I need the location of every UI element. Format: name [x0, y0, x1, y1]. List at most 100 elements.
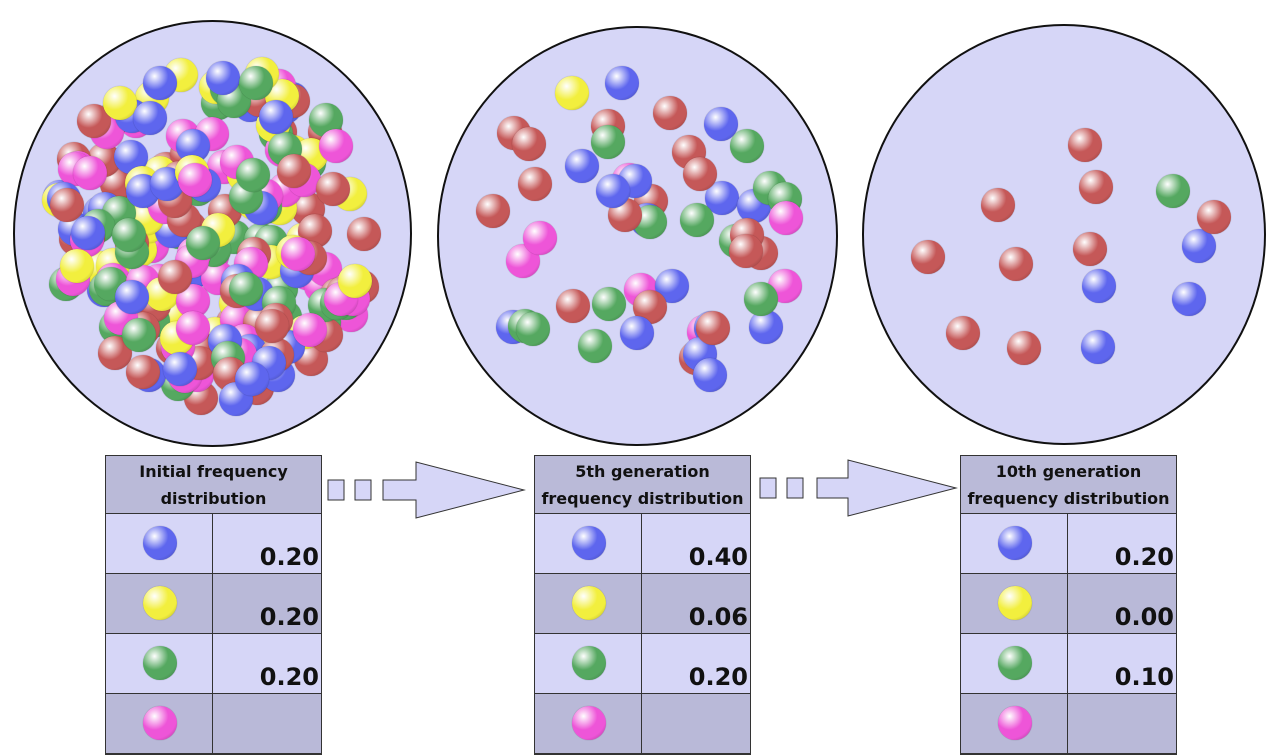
blue-ball-icon: [71, 215, 105, 250]
green-ball-icon: [185, 226, 220, 261]
pink-ball-icon: [280, 237, 315, 272]
blue-ball-icon: [1171, 281, 1206, 316]
green-ball-icon: [229, 271, 264, 306]
population-pool-10th-generation: [862, 24, 1266, 445]
blue-ball-icon: [259, 100, 294, 135]
blue-ball-icon: [235, 362, 270, 397]
green-ball-icon: [111, 217, 146, 252]
red-ball-icon: [945, 315, 980, 350]
table-row: 0.10: [961, 634, 1176, 694]
frequency-value: 0.40: [688, 543, 748, 571]
yellow-ball-icon: [998, 586, 1032, 620]
red-ball-icon: [910, 239, 945, 274]
frequency-table-initial: Initial frequency distribution 0.20 0.20…: [105, 455, 322, 755]
frequency-value: 0.20: [259, 663, 319, 691]
green-ball-icon: [572, 646, 606, 680]
table-row: [106, 694, 321, 754]
population-pool-5th-generation: [437, 26, 838, 446]
frequency-value: 0.10: [1114, 663, 1174, 691]
table-row: 0.20: [106, 634, 321, 694]
frequency-value: [213, 694, 321, 753]
table-row: 0.20: [535, 634, 750, 694]
frequency-value: [642, 694, 750, 753]
red-ball-icon: [653, 95, 688, 130]
table-title: 10th generation frequency distribution: [961, 456, 1176, 514]
blue-ball-icon: [206, 61, 241, 96]
red-ball-icon: [277, 154, 312, 189]
frequency-table-10th-generation: 10th generation frequency distribution 0…: [960, 455, 1177, 755]
red-ball-icon: [512, 126, 547, 161]
pink-ball-icon: [523, 221, 558, 255]
red-ball-icon: [316, 172, 351, 207]
frequency-value: 0.20: [259, 603, 319, 631]
green-ball-icon: [516, 311, 551, 346]
table-row: 0.06: [535, 574, 750, 634]
red-ball-icon: [695, 310, 730, 345]
green-ball-icon: [577, 328, 612, 363]
blue-ball-icon: [565, 148, 600, 183]
pink-ball-icon: [572, 706, 606, 740]
blue-ball-icon: [998, 526, 1032, 560]
frequency-value: 0.20: [1114, 543, 1174, 571]
green-ball-icon: [122, 317, 157, 352]
table-row: 0.20: [961, 514, 1176, 574]
red-ball-icon: [683, 157, 718, 192]
red-ball-icon: [672, 135, 707, 170]
red-ball-icon: [476, 194, 511, 229]
pink-ball-icon: [318, 129, 353, 164]
red-ball-icon: [49, 187, 84, 222]
yellow-ball-icon: [572, 586, 606, 620]
dashed-arrow-right-icon: [759, 459, 958, 517]
red-ball-icon: [998, 247, 1033, 282]
pink-ball-icon: [176, 311, 211, 346]
blue-ball-icon: [619, 316, 654, 351]
frequency-value: 0.00: [1114, 603, 1174, 631]
red-ball-icon: [346, 216, 381, 251]
population-pool-initial: [13, 20, 412, 447]
dashed-arrow-right-icon: [327, 461, 526, 519]
table-row: 0.40: [535, 514, 750, 574]
frequency-value: [1068, 694, 1176, 753]
red-ball-icon: [980, 187, 1015, 222]
green-ball-icon: [1156, 173, 1191, 208]
pink-ball-icon: [293, 313, 328, 348]
blue-ball-icon: [1081, 269, 1116, 304]
frequency-value: 0.06: [688, 603, 748, 631]
yellow-ball-icon: [103, 86, 138, 121]
red-ball-icon: [255, 308, 290, 343]
frequency-value: 0.20: [688, 663, 748, 691]
blue-ball-icon: [693, 358, 728, 393]
yellow-ball-icon: [60, 248, 95, 283]
green-ball-icon: [680, 202, 715, 237]
yellow-ball-icon: [554, 75, 589, 110]
green-ball-icon: [730, 129, 765, 164]
red-ball-icon: [517, 166, 552, 201]
red-ball-icon: [157, 259, 192, 294]
blue-ball-icon: [596, 174, 631, 209]
blue-ball-icon: [1181, 229, 1216, 264]
table-row: [535, 694, 750, 754]
table-row: 0.00: [961, 574, 1176, 634]
frequency-value: 0.20: [259, 543, 319, 571]
green-ball-icon: [744, 281, 779, 316]
blue-ball-icon: [605, 66, 640, 101]
blue-ball-icon: [1080, 330, 1115, 365]
pink-ball-icon: [177, 163, 212, 198]
pink-ball-icon: [72, 155, 107, 190]
red-ball-icon: [1007, 330, 1042, 365]
table-row: 0.20: [106, 514, 321, 574]
red-ball-icon: [555, 288, 590, 323]
pink-ball-icon: [998, 706, 1032, 740]
blue-ball-icon: [572, 526, 606, 560]
blue-ball-icon: [163, 352, 198, 387]
green-ball-icon: [998, 646, 1032, 680]
green-ball-icon: [236, 158, 271, 193]
red-ball-icon: [608, 197, 643, 232]
green-ball-icon: [143, 646, 177, 680]
green-ball-icon: [238, 66, 273, 100]
yellow-ball-icon: [337, 264, 372, 299]
red-ball-icon: [126, 355, 161, 390]
table-title: 5th generation frequency distribution: [535, 456, 750, 514]
blue-ball-icon: [749, 309, 784, 344]
blue-ball-icon: [143, 526, 177, 560]
